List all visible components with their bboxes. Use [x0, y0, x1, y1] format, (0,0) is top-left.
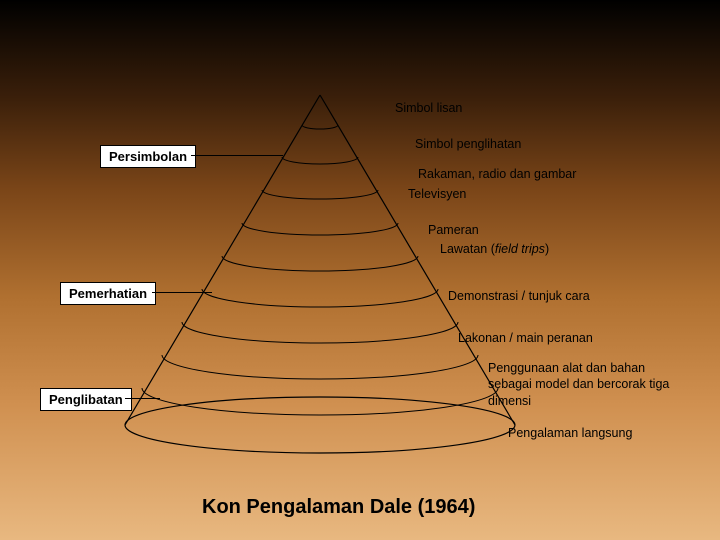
diagram-title: Kon Pengalaman Dale (1964): [202, 496, 475, 519]
category-label: Penglibatan: [49, 392, 123, 407]
category-persimbolan: Persimbolan: [100, 145, 196, 168]
level-simbol-lisan: Simbol lisan: [395, 100, 462, 116]
category-label: Persimbolan: [109, 149, 187, 164]
category-label: Pemerhatian: [69, 286, 147, 301]
connector-line: [191, 155, 283, 156]
category-pemerhatian: Pemerhatian: [60, 282, 156, 305]
level-lakonan: Lakonan / main peranan: [458, 330, 593, 346]
connector-line: [125, 398, 160, 399]
category-penglibatan: Penglibatan: [40, 388, 132, 411]
level-pameran: Pameran: [428, 222, 479, 238]
level-televisyen: Televisyen: [408, 186, 466, 202]
connector-line: [152, 292, 212, 293]
level-rakaman: Rakaman, radio dan gambar: [418, 166, 576, 182]
level-simbol-penglihatan: Simbol penglihatan: [415, 136, 521, 152]
level-lawatan: Lawatan (field trips): [440, 241, 549, 257]
level-pengalaman-langsung: Pengalaman langsung: [508, 425, 632, 441]
level-penggunaan-alat: Penggunaan alat dan bahan sebagai model …: [488, 360, 688, 409]
level-demonstrasi: Demonstrasi / tunjuk cara: [448, 288, 590, 304]
